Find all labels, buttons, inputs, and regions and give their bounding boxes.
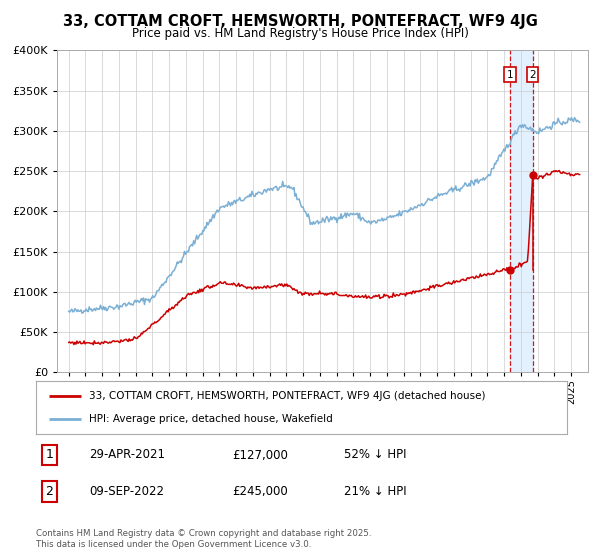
Text: 33, COTTAM CROFT, HEMSWORTH, PONTEFRACT, WF9 4JG: 33, COTTAM CROFT, HEMSWORTH, PONTEFRACT,…	[62, 14, 538, 29]
Text: Price paid vs. HM Land Registry's House Price Index (HPI): Price paid vs. HM Land Registry's House …	[131, 27, 469, 40]
Bar	[510, 50, 533, 372]
Text: 29-APR-2021: 29-APR-2021	[89, 449, 165, 461]
Text: HPI: Average price, detached house, Wakefield: HPI: Average price, detached house, Wake…	[89, 414, 333, 424]
Text: 2: 2	[529, 69, 536, 80]
Text: 09-SEP-2022: 09-SEP-2022	[89, 485, 164, 498]
Text: 21% ↓ HPI: 21% ↓ HPI	[344, 485, 407, 498]
Text: 1: 1	[46, 449, 53, 461]
Text: Contains HM Land Registry data © Crown copyright and database right 2025.
This d: Contains HM Land Registry data © Crown c…	[36, 529, 371, 549]
Text: £127,000: £127,000	[232, 449, 289, 461]
Text: 2: 2	[46, 485, 53, 498]
Text: 1: 1	[506, 69, 513, 80]
Text: £245,000: £245,000	[232, 485, 288, 498]
Text: 33, COTTAM CROFT, HEMSWORTH, PONTEFRACT, WF9 4JG (detached house): 33, COTTAM CROFT, HEMSWORTH, PONTEFRACT,…	[89, 391, 485, 401]
Text: 52% ↓ HPI: 52% ↓ HPI	[344, 449, 406, 461]
